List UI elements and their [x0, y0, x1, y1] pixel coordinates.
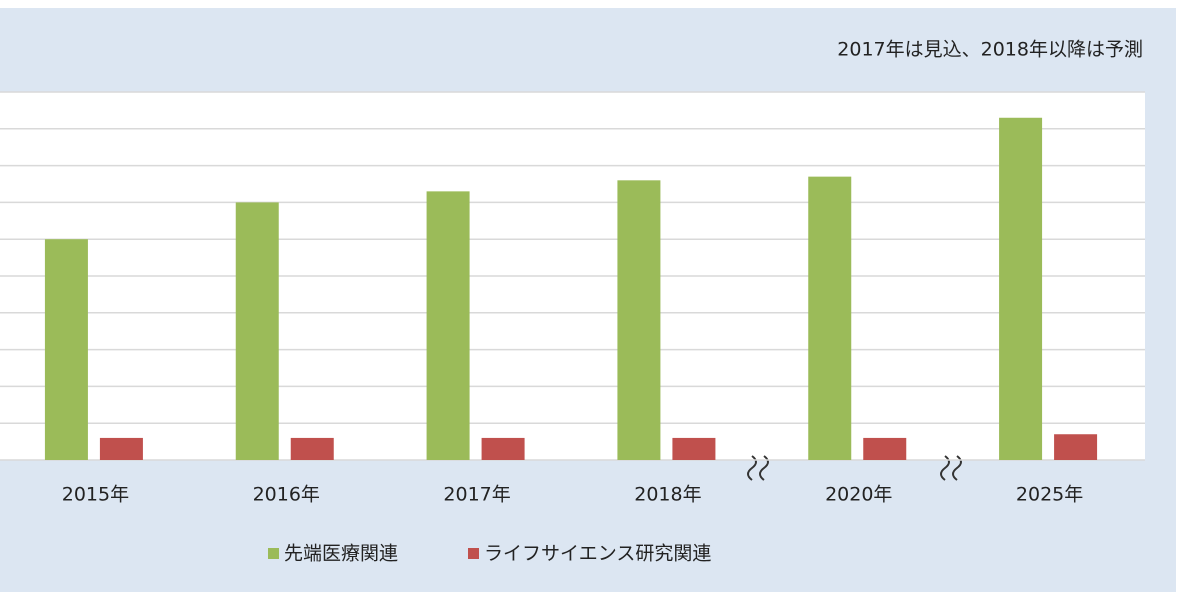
bar — [44, 239, 88, 460]
x-tick-label: 2020年 — [825, 484, 892, 506]
bar — [999, 117, 1043, 460]
x-tick-label: 2015年 — [62, 484, 129, 506]
legend-label: ライフサイエンス研究関連 — [484, 543, 711, 565]
bar — [99, 437, 143, 460]
bar — [426, 191, 470, 461]
bar — [672, 437, 716, 460]
x-tick-label: 2025年 — [1016, 484, 1083, 506]
x-tick-label: 2017年 — [443, 484, 510, 506]
legend-label: 先端医療関連 — [284, 543, 398, 565]
annotation: 2017年は見込、2018年以降は予測 — [837, 39, 1143, 61]
bar — [1054, 434, 1098, 460]
bar — [481, 437, 525, 460]
bar — [235, 202, 279, 460]
bar — [808, 176, 852, 460]
x-tick-label: 2018年 — [634, 484, 701, 506]
legend-swatch — [468, 548, 479, 559]
bar — [290, 437, 334, 460]
legend-swatch — [268, 548, 279, 559]
x-tick-label: 2016年 — [253, 484, 320, 506]
bar — [863, 437, 907, 460]
bar — [617, 180, 661, 460]
